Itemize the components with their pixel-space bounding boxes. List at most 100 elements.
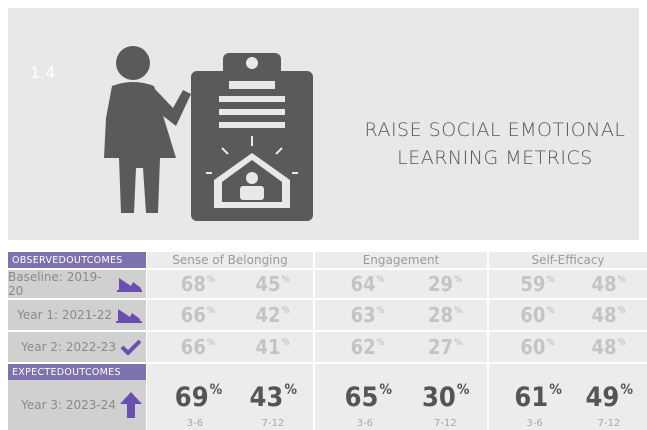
value-number: 48 [591, 272, 617, 296]
value: 29% [428, 272, 462, 296]
value: 64% [351, 272, 385, 296]
value-number: 64 [350, 272, 376, 296]
cell-group: 66% 41% [147, 332, 313, 362]
value-unit: % [454, 306, 463, 316]
check-icon [120, 339, 142, 355]
value: 68% [181, 272, 215, 296]
value-unit: % [281, 338, 290, 348]
value-unit: % [206, 338, 215, 348]
value: 30% [422, 382, 469, 413]
value-number: 65 [344, 382, 379, 413]
row-label-text: Year 1: 2021-22 [17, 308, 112, 322]
value-unit: % [620, 382, 633, 398]
value-number: 49 [585, 382, 620, 413]
value-number: 42 [255, 303, 281, 327]
cell-group: 68% 45% [147, 270, 313, 298]
column-header: Sense of Belonging [147, 252, 313, 268]
grade-label: 3-6 [186, 418, 204, 429]
value-number: 60 [520, 303, 546, 327]
value-unit: % [206, 306, 215, 316]
cell-group: 65% 3-6 30% 7-12 [315, 364, 487, 430]
value: 48% [592, 303, 626, 327]
value: 63% [351, 303, 385, 327]
column-header: Engagement [315, 252, 487, 268]
value-unit: % [281, 306, 290, 316]
cell-group: 59% 48% [489, 270, 647, 298]
column-header: Self-Efficacy [489, 252, 647, 268]
up-arrow-icon [120, 392, 142, 418]
row-label: Year 2: 2022-23 [8, 332, 146, 362]
value: 45% [256, 272, 290, 296]
cell-group: 63% 28% [315, 300, 487, 330]
value: 65% [345, 382, 392, 413]
cell-group: 64% 29% [315, 270, 487, 298]
value: 41% [256, 335, 290, 359]
value-number: 63 [350, 303, 376, 327]
row-label: Year 1: 2021-22 [8, 300, 146, 330]
value-unit: % [376, 338, 385, 348]
value-unit: % [456, 382, 470, 398]
value-number: 43 [249, 382, 284, 413]
value-unit: % [454, 338, 463, 348]
value-unit: % [617, 306, 626, 316]
value: 49% [586, 382, 633, 413]
cell-group: 61% 3-6 49% 7-12 [489, 364, 647, 430]
value: 66% [181, 303, 215, 327]
value: 61% [514, 382, 561, 413]
title: RAISE SOCIAL EMOTIONAL LEARNING METRICS [364, 119, 626, 169]
grade-label: 3-6 [526, 418, 543, 429]
value-unit: % [206, 275, 215, 285]
value-number: 27 [428, 335, 454, 359]
grade-label: 7-12 [261, 418, 285, 429]
observed-label: OBSERVEDOUTCOMES [8, 252, 146, 268]
value-unit: % [546, 338, 555, 348]
value-unit: % [284, 382, 297, 398]
value: 60% [520, 335, 554, 359]
row-label-text: Year 2: 2022-23 [21, 340, 116, 354]
value-number: 62 [350, 335, 376, 359]
row-label: Year 3: 2023-24 [8, 380, 146, 430]
cell-group: 66% 42% [147, 300, 313, 330]
trend-down-icon [116, 309, 142, 323]
value-number: 29 [428, 272, 454, 296]
row-label-text: Year 3: 2023-24 [21, 398, 116, 412]
value: 28% [428, 303, 462, 327]
value-number: 45 [255, 272, 281, 296]
value-number: 61 [514, 382, 549, 413]
value-number: 48 [591, 335, 617, 359]
value-unit: % [379, 382, 393, 398]
value-unit: % [454, 275, 463, 285]
row-label: Baseline: 2019-20 [8, 270, 146, 298]
grade-label: 7-12 [434, 418, 457, 429]
value-number: 28 [428, 303, 454, 327]
value: 60% [520, 303, 554, 327]
value-unit: % [281, 275, 290, 285]
value-unit: % [546, 275, 555, 285]
value: 59% [520, 272, 554, 296]
value-number: 48 [591, 303, 617, 327]
trend-down-icon [116, 278, 142, 292]
value-number: 66 [180, 335, 206, 359]
value-number: 30 [422, 382, 456, 413]
value: 48% [592, 272, 626, 296]
value-unit: % [617, 275, 626, 285]
value: 66% [181, 335, 215, 359]
cell-group: 69% 3-6 43% 7-12 [147, 364, 313, 430]
value: 62% [351, 335, 385, 359]
value-number: 68 [180, 272, 206, 296]
value-number: 41 [255, 335, 281, 359]
cell-group: 62% 27% [315, 332, 487, 362]
hero-panel [8, 8, 639, 240]
cell-group: 60% 48% [489, 300, 647, 330]
value-unit: % [209, 382, 223, 398]
value-unit: % [549, 382, 562, 398]
value: 43% [250, 382, 297, 413]
grade-label: 7-12 [597, 418, 621, 429]
expected-label: EXPECTEDOUTCOMES [8, 364, 146, 380]
value-number: 66 [180, 303, 206, 327]
value-number: 60 [520, 335, 546, 359]
value-unit: % [617, 338, 626, 348]
illustration [104, 46, 313, 221]
row-label-text: Baseline: 2019-20 [8, 270, 102, 298]
